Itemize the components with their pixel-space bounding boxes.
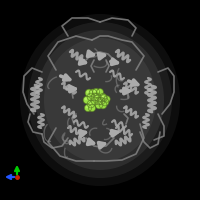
Circle shape [86,90,89,93]
Circle shape [101,95,107,101]
Circle shape [97,89,103,95]
Circle shape [85,89,93,97]
Circle shape [83,96,91,104]
Circle shape [87,93,95,101]
Ellipse shape [36,30,164,170]
Circle shape [92,98,95,101]
Circle shape [100,102,103,105]
Circle shape [105,97,107,99]
Circle shape [88,94,91,97]
Circle shape [84,97,87,100]
Circle shape [96,102,99,105]
Circle shape [88,101,91,104]
Circle shape [97,97,105,105]
Circle shape [102,96,104,98]
Circle shape [95,101,103,109]
Circle shape [98,90,100,92]
Circle shape [84,104,92,112]
Circle shape [91,97,99,105]
Circle shape [93,93,101,101]
Circle shape [99,93,107,101]
Circle shape [101,95,103,97]
Ellipse shape [20,14,180,186]
Circle shape [98,98,101,101]
Ellipse shape [44,38,156,162]
Circle shape [95,97,103,105]
Circle shape [104,96,110,102]
Circle shape [91,93,99,101]
Circle shape [87,100,95,108]
Circle shape [90,90,93,93]
Ellipse shape [28,22,172,178]
Circle shape [92,94,95,97]
Circle shape [99,101,107,109]
Circle shape [101,98,109,106]
Circle shape [90,106,92,108]
Circle shape [94,90,96,92]
Circle shape [102,99,105,102]
Circle shape [89,89,97,97]
Circle shape [92,88,100,96]
Circle shape [88,104,96,112]
Circle shape [86,106,88,108]
Circle shape [94,94,97,97]
Circle shape [96,98,99,101]
